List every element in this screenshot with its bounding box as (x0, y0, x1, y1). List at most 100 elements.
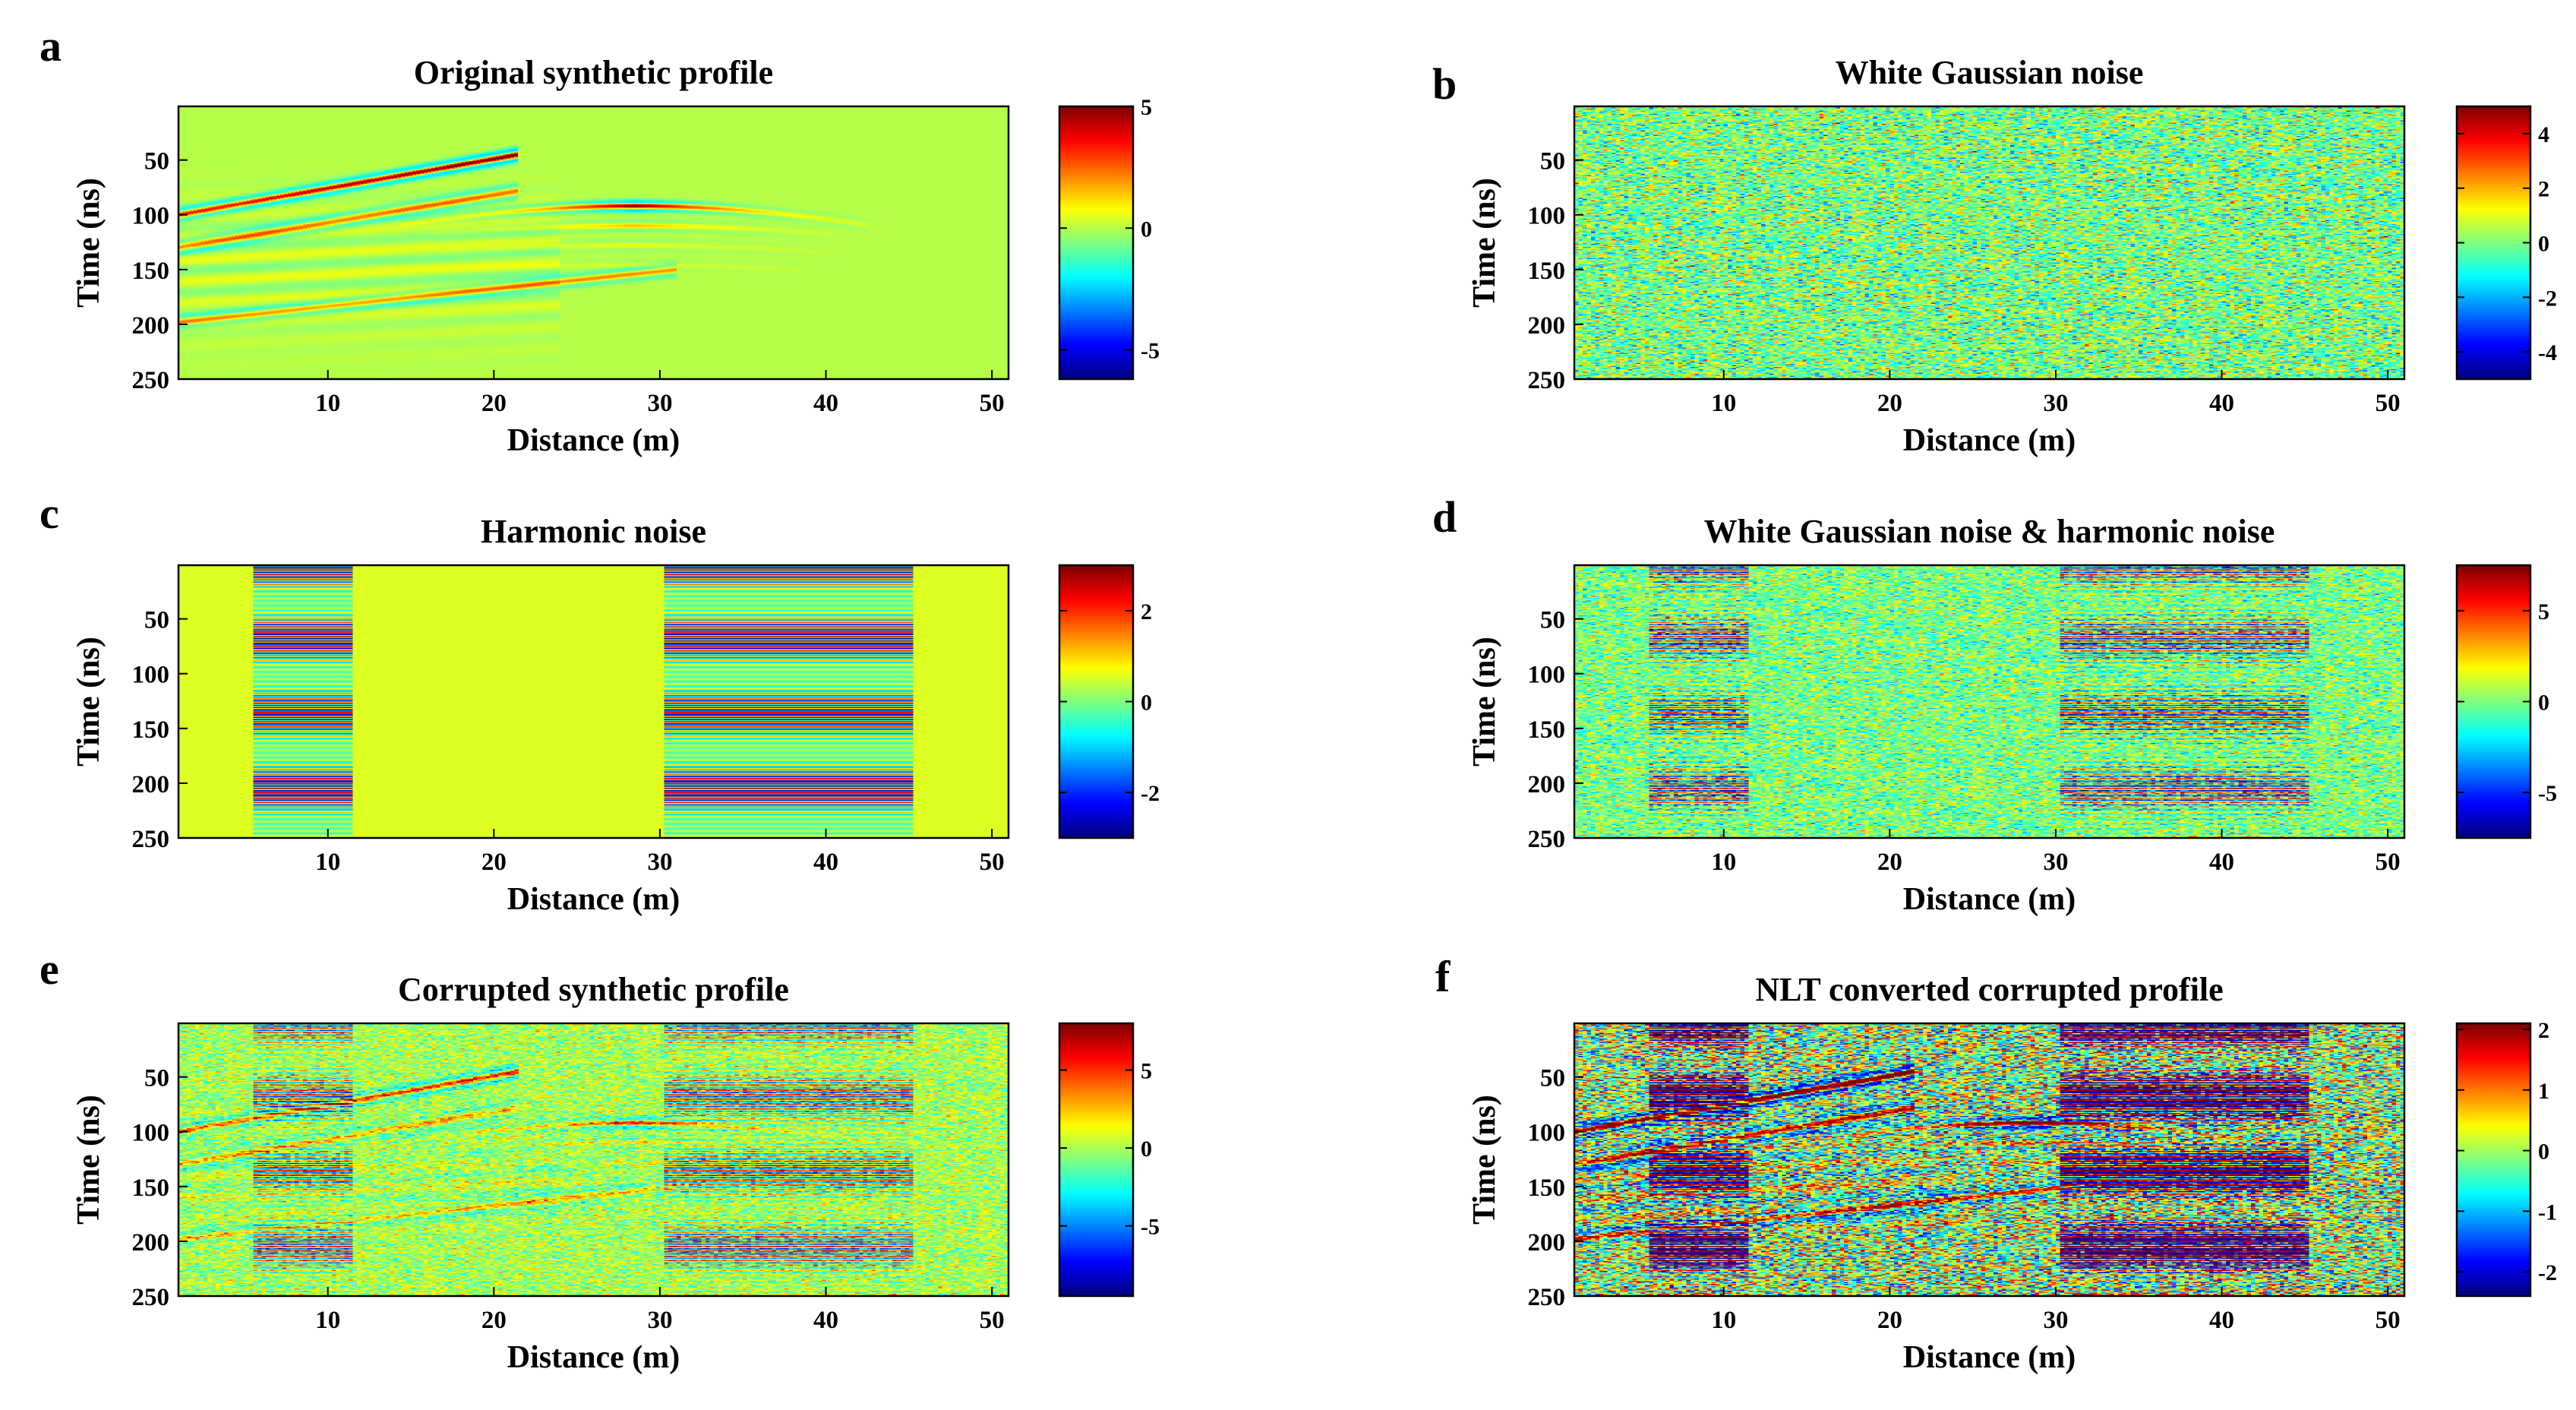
x-tick-label: 20 (481, 390, 507, 417)
x-tick-label: 10 (1711, 849, 1736, 876)
y-tick-label: 50 (144, 1065, 169, 1092)
y-tick-label: 100 (132, 662, 170, 689)
plot-frame-b (1573, 105, 2406, 381)
y-axis-label: Time (ns) (1467, 637, 1502, 767)
y-axis-label: Time (ns) (1467, 1095, 1502, 1225)
y-tick-label: 100 (1528, 203, 1566, 230)
x-tick-label: 30 (647, 849, 672, 876)
colorbar-tick-label: 4 (2538, 122, 2549, 147)
x-tick-label: 20 (481, 1307, 507, 1334)
x-axis-label: Distance (m) (1903, 423, 2076, 458)
panel-letter-d: d (1432, 492, 1457, 542)
colorbar-tick-label: 5 (2538, 599, 2549, 624)
y-tick-label: 100 (132, 1120, 170, 1147)
y-tick-label: 100 (1528, 662, 1566, 689)
x-tick-label: 40 (2209, 849, 2234, 876)
chart-title-c: Harmonic noise (481, 513, 706, 550)
y-tick-label: 250 (1528, 1284, 1566, 1311)
panel-letter-e: e (39, 944, 59, 994)
y-tick-label: 200 (1528, 771, 1566, 798)
panel-letter-a: a (39, 21, 62, 71)
y-tick-label: 200 (1528, 312, 1566, 340)
x-tick-label: 10 (315, 849, 340, 876)
x-tick-label: 20 (1877, 1307, 1902, 1334)
plot-frame-d (1573, 564, 2406, 839)
x-axis-label: Distance (m) (1903, 1340, 2076, 1375)
x-tick-label: 20 (1877, 849, 1902, 876)
y-tick-label: 200 (1528, 1229, 1566, 1257)
y-tick-label: 200 (132, 312, 170, 340)
x-tick-label: 10 (1711, 1307, 1736, 1334)
colorbar-tick-label: -2 (2538, 1260, 2557, 1285)
heatmap-c (178, 565, 1009, 838)
colorbar-tick-label: 0 (2538, 1140, 2549, 1165)
y-axis-label: Time (ns) (71, 637, 106, 767)
colorbar-tick-label: -4 (2538, 340, 2557, 365)
colorbar-tick-label: -5 (1141, 1215, 1160, 1240)
colorbar-tick-label: 0 (1141, 1137, 1152, 1162)
y-axis-label: Time (ns) (71, 1095, 106, 1225)
x-tick-label: 50 (2376, 1307, 2401, 1334)
colorbar-tick-label: -5 (1141, 339, 1160, 364)
y-tick-label: 50 (1540, 148, 1565, 175)
heatmap-e (178, 1023, 1009, 1296)
x-tick-label: 50 (2376, 390, 2401, 417)
colorbar-tick-label: -2 (2538, 286, 2557, 311)
y-tick-label: 150 (1528, 716, 1566, 744)
chart-title-f: NLT converted corrupted profile (1755, 971, 2223, 1008)
y-tick-label: 50 (1540, 1065, 1565, 1092)
colorbar-tick-label: 2 (2538, 177, 2549, 202)
x-tick-label: 20 (1877, 390, 1902, 417)
y-tick-label: 50 (144, 148, 169, 175)
y-tick-label: 50 (1540, 607, 1565, 634)
colorbar-frame (2455, 1022, 2532, 1298)
colorbar-a (1059, 106, 1133, 379)
x-tick-label: 40 (813, 849, 838, 876)
colorbar-tick-label: 0 (1141, 217, 1152, 242)
colorbar-tick-label: 0 (2538, 232, 2549, 257)
x-tick-label: 40 (813, 1307, 838, 1334)
x-tick-label: 20 (481, 849, 507, 876)
y-tick-label: 200 (132, 1229, 170, 1257)
x-tick-label: 40 (813, 390, 838, 417)
x-axis-label: Distance (m) (1903, 882, 2076, 917)
y-tick-label: 250 (132, 367, 170, 394)
chart-title-a: Original synthetic profile (414, 54, 773, 91)
colorbar-tick-label: 2 (1141, 599, 1152, 624)
colorbar-b (2457, 106, 2530, 379)
x-tick-label: 10 (1711, 390, 1736, 417)
y-tick-label: 250 (1528, 826, 1566, 853)
y-tick-label: 100 (132, 203, 170, 230)
plot-frame-f (1573, 1022, 2406, 1298)
x-tick-label: 30 (647, 1307, 672, 1334)
x-axis-label: Distance (m) (507, 882, 680, 917)
x-tick-label: 50 (2376, 849, 2401, 876)
colorbar-tick-label: -5 (2538, 781, 2557, 806)
y-axis-label: Time (ns) (1467, 178, 1502, 308)
y-tick-label: 250 (132, 1284, 170, 1311)
colorbar-tick-label: 0 (1141, 691, 1152, 716)
panel-letter-c: c (39, 488, 59, 538)
x-tick-label: 50 (980, 1307, 1005, 1334)
x-tick-label: 30 (2043, 1307, 2068, 1334)
panel-letter-f: f (1435, 952, 1451, 1001)
y-tick-label: 100 (1528, 1120, 1566, 1147)
y-tick-label: 150 (1528, 258, 1566, 285)
x-tick-label: 10 (315, 390, 340, 417)
y-tick-label: 50 (144, 607, 169, 634)
colorbar-c (1059, 565, 1133, 838)
y-tick-label: 150 (132, 258, 170, 285)
x-axis-label: Distance (m) (507, 1340, 680, 1375)
colorbar-tick-label: -1 (2538, 1200, 2557, 1225)
panel-letter-b: b (1432, 59, 1457, 109)
colorbar-tick-label: 5 (1141, 95, 1152, 120)
plot-frame-a (177, 105, 1010, 381)
x-tick-label: 10 (315, 1307, 340, 1334)
